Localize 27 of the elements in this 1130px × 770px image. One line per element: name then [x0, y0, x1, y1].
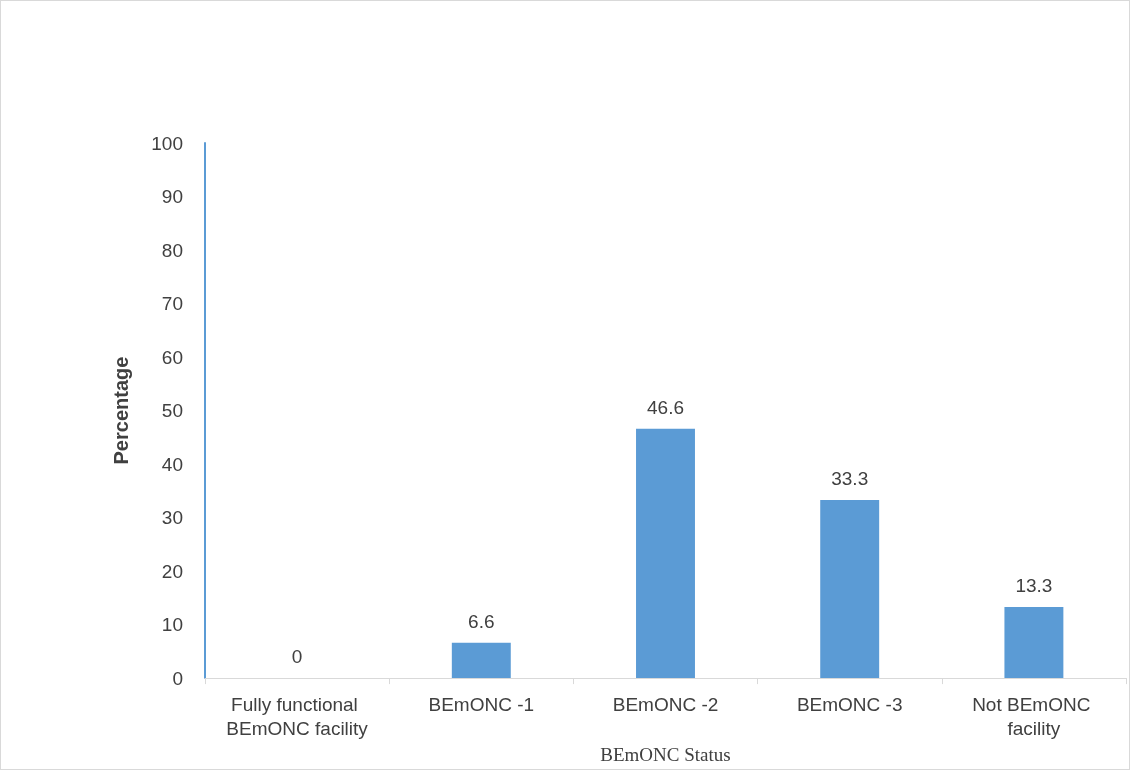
- bar: [1004, 606, 1064, 679]
- y-tick-label: 90: [161, 186, 183, 208]
- x-tick-label: Not BEmONC facility: [972, 693, 1096, 739]
- y-tick-label: 70: [161, 293, 183, 315]
- data-label: 13.3: [1015, 574, 1053, 596]
- x-tick-label: BEmONC -1: [428, 693, 535, 715]
- data-label: 33.3: [831, 467, 869, 489]
- y-tick-label: 40: [161, 453, 183, 475]
- y-axis-title: Percentage: [110, 356, 132, 465]
- y-tick-label: 100: [151, 132, 183, 154]
- x-tick-label: Fully functional BEmONC facility: [226, 693, 369, 739]
- data-label: 46.6: [647, 396, 684, 418]
- y-tick-label: 0: [172, 667, 183, 689]
- y-tick-label: 50: [161, 400, 183, 422]
- bar: [451, 642, 511, 679]
- data-label: 0: [291, 646, 303, 668]
- x-tick-label: BEmONC -3: [796, 693, 903, 715]
- y-tick-label: 80: [161, 239, 183, 261]
- bar: [820, 499, 880, 679]
- x-tick-label: BEmONC -2: [612, 693, 719, 715]
- y-tick-label: 60: [161, 346, 183, 368]
- y-tick-label: 10: [161, 614, 183, 636]
- x-axis-title: BEmONC Status: [600, 744, 731, 765]
- bar: [636, 428, 695, 679]
- y-tick-label: 20: [161, 560, 183, 582]
- y-tick-label: 30: [161, 507, 183, 529]
- data-label: 6.6: [468, 610, 495, 632]
